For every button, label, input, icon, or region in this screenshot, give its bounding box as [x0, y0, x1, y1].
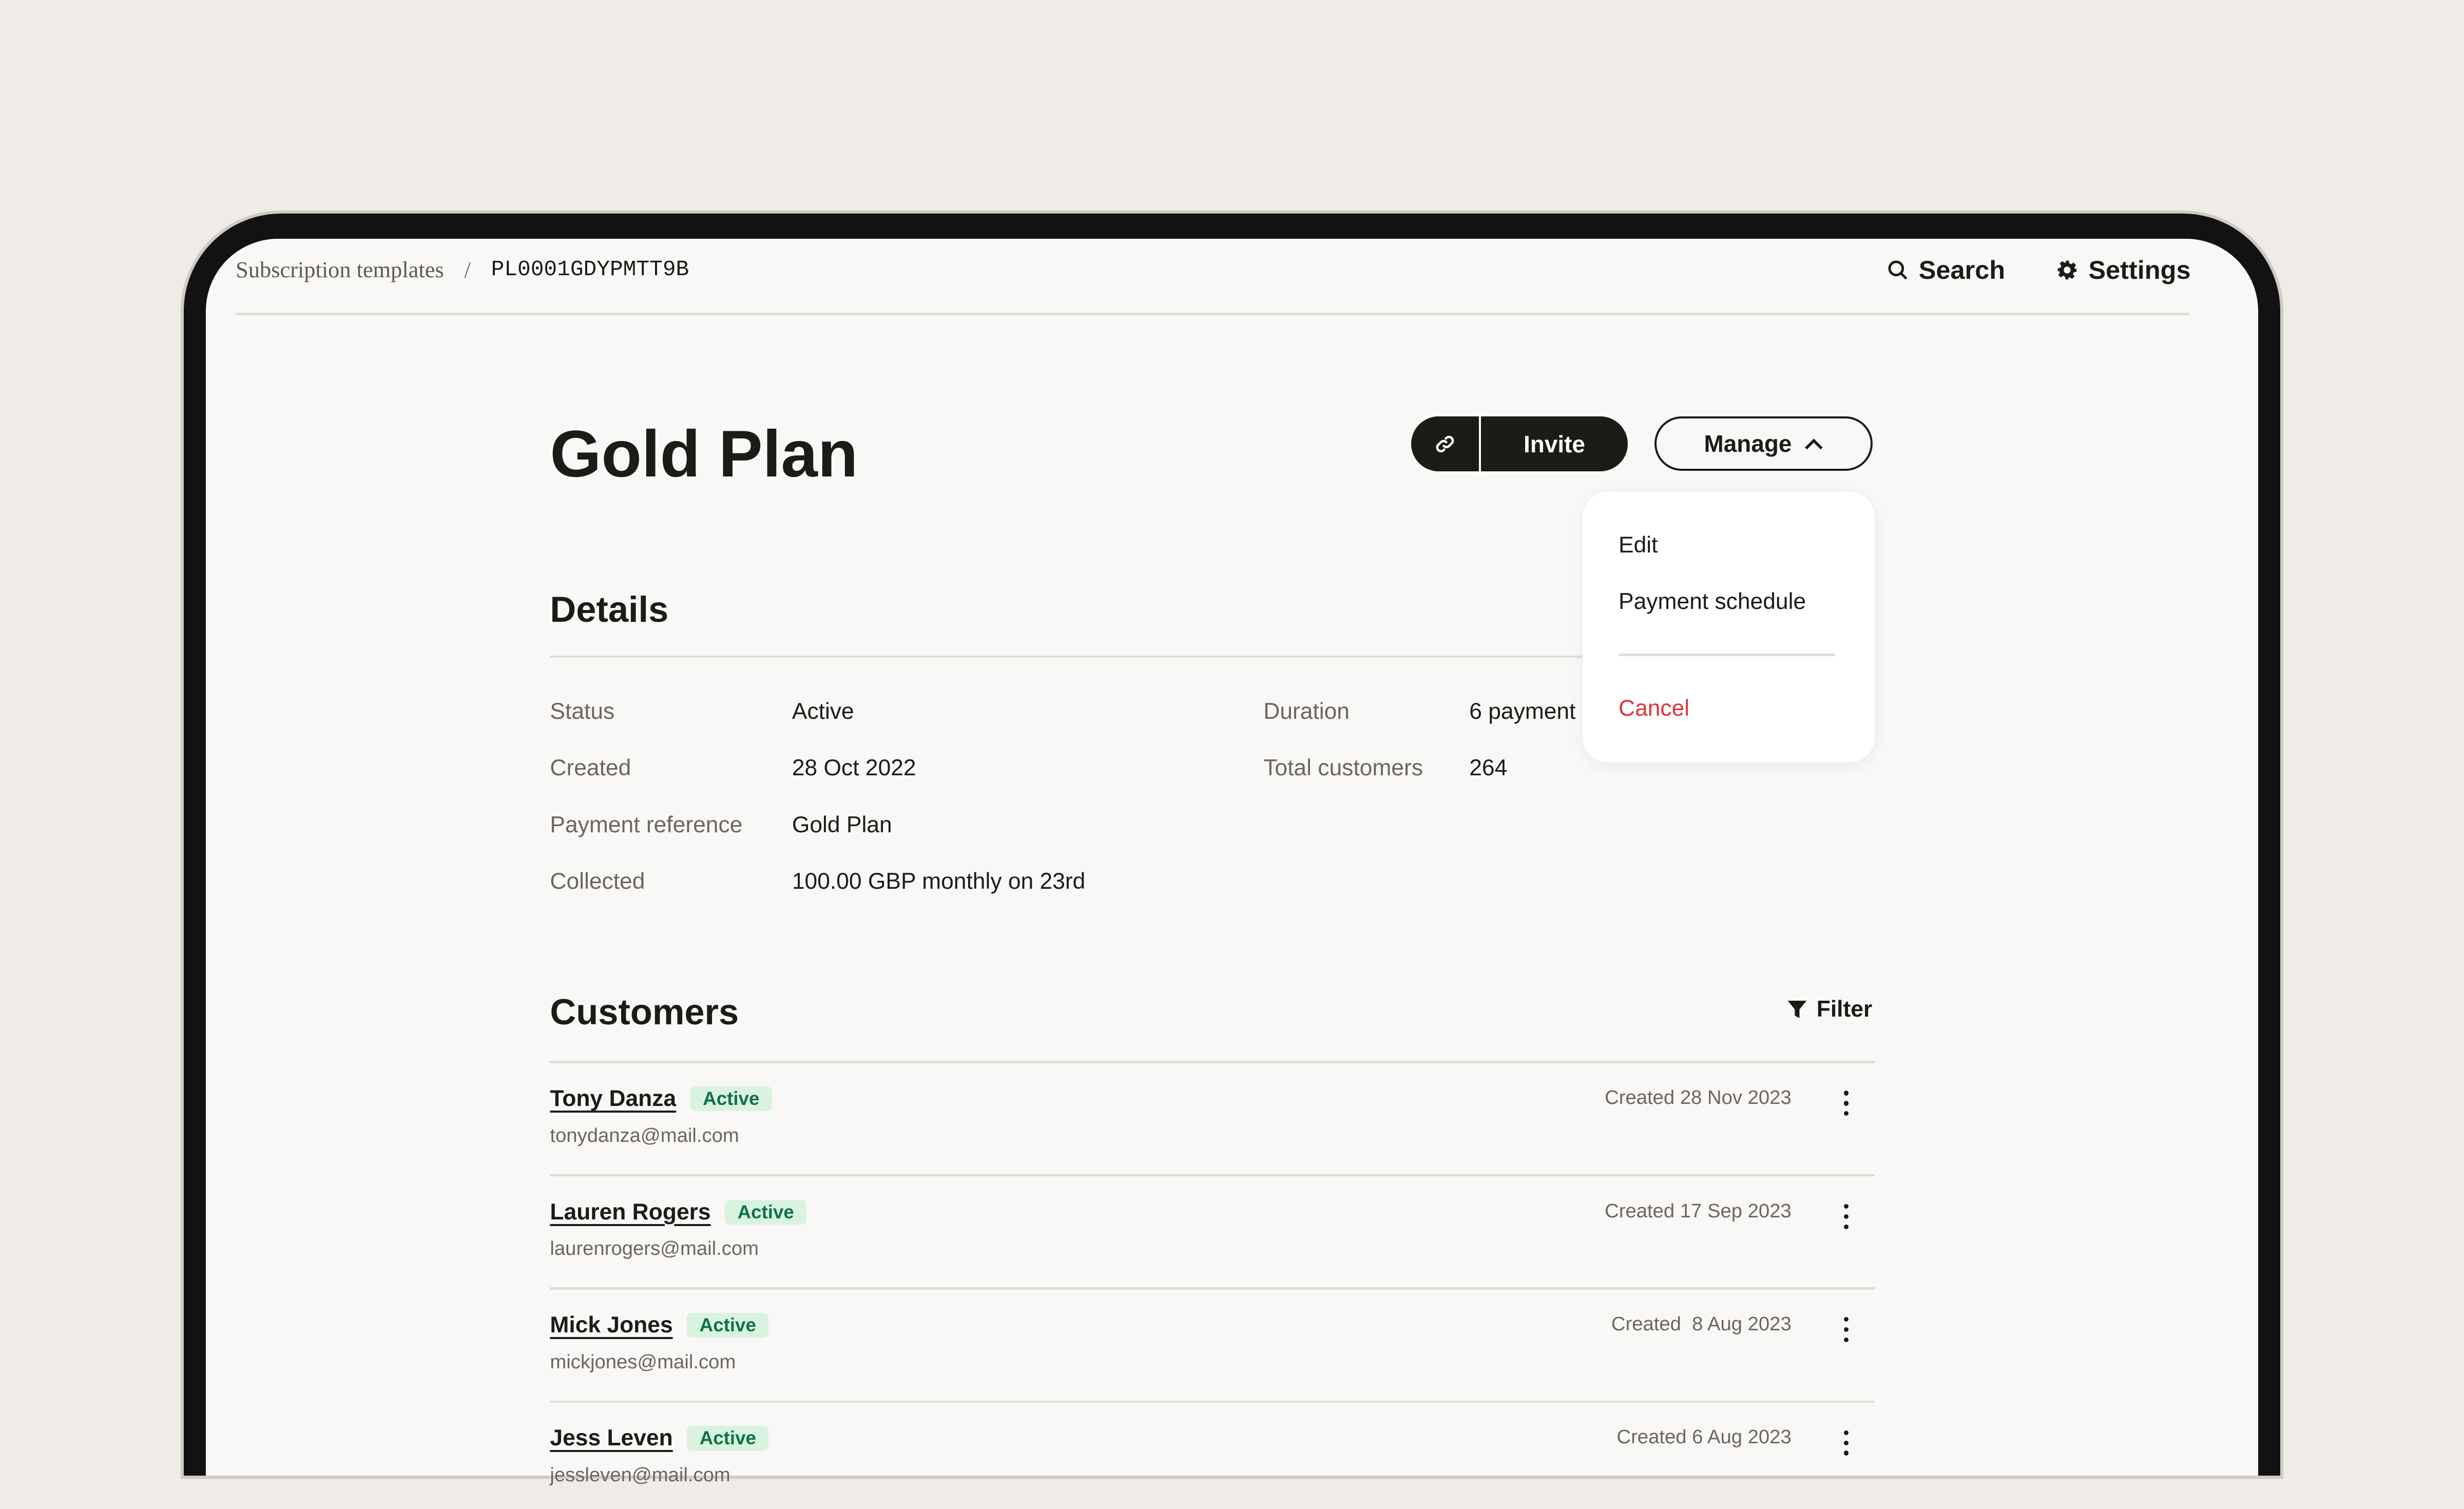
customer-row: Tony Danza Active tonydanza@mail.com Create…: [550, 1083, 1875, 1177]
chevron-up-icon: [1805, 438, 1823, 450]
customer-name-link[interactable]: Jess Leven: [550, 1425, 673, 1451]
customer-row: Mick Jones Active mickjones@mail.com Create…: [550, 1309, 1875, 1403]
customer-email: laurenrogers@mail.com: [550, 1237, 759, 1260]
payment-reference-label: Payment reference: [550, 812, 743, 837]
breadcrumb-separator: /: [464, 256, 471, 282]
details-heading: Details: [550, 588, 669, 629]
filter-button[interactable]: Filter: [1787, 996, 1873, 1022]
total-customers-label: Total customers: [1263, 755, 1423, 781]
duration-value: 6 payment: [1469, 699, 1576, 724]
search-label: Search: [1918, 255, 2006, 284]
customer-name-link[interactable]: Mick Jones: [550, 1312, 673, 1338]
collected-value: 100.00 GBP monthly on 23rd: [792, 868, 1086, 894]
customers-heading: Customers: [550, 991, 739, 1032]
row-divider: [550, 1287, 1875, 1290]
copy-link-button[interactable]: [1411, 416, 1481, 472]
search-button[interactable]: Search: [1888, 255, 2006, 285]
customers-divider: [550, 1061, 1875, 1063]
customer-name-link[interactable]: Lauren Rogers: [550, 1199, 711, 1225]
status-badge: Active: [725, 1199, 807, 1225]
breadcrumb-current: PL0001GDYPMTT9B: [491, 257, 689, 282]
row-more-options-icon[interactable]: [1839, 1091, 1855, 1116]
invite-button[interactable]: Invite: [1524, 430, 1585, 457]
row-divider: [550, 1174, 1875, 1177]
customer-email: jessleven@mail.com: [550, 1464, 730, 1486]
menu-item-payment-schedule[interactable]: Payment schedule: [1619, 588, 1806, 614]
details-divider: [550, 655, 1875, 658]
status-label: Status: [550, 699, 615, 724]
customer-created-date: Created 28 Nov 2023: [1605, 1086, 1792, 1109]
total-customers-value: 264: [1469, 755, 1508, 781]
manage-dropdown-button[interactable]: Manage: [1654, 416, 1873, 471]
customer-name-link[interactable]: Tony Danza: [550, 1086, 677, 1112]
search-icon: [1888, 260, 1907, 279]
breadcrumb: Subscription templates / PL0001GDYPMTT9B: [236, 256, 689, 283]
manage-menu: Edit Payment schedule Cancel: [1582, 492, 1875, 762]
collected-label: Collected: [550, 868, 645, 894]
duration-label: Duration: [1263, 699, 1350, 724]
payment-reference-value: Gold Plan: [792, 812, 892, 837]
customer-created-date: Created 6 Aug 2023: [1616, 1426, 1792, 1448]
menu-divider: [1619, 654, 1836, 657]
page-title: Gold Plan: [550, 417, 858, 491]
customer-email: tonydanza@mail.com: [550, 1124, 739, 1147]
row-more-options-icon[interactable]: [1839, 1430, 1855, 1456]
customer-created-date: Created 8 Aug 2023: [1611, 1313, 1792, 1335]
settings-button[interactable]: Settings: [2057, 255, 2191, 285]
status-badge: Active: [687, 1313, 769, 1338]
filter-label: Filter: [1816, 996, 1873, 1022]
customer-row: Lauren Rogers Active laurenrogers@mail.com…: [550, 1196, 1875, 1290]
menu-item-cancel[interactable]: Cancel: [1619, 696, 1690, 721]
link-icon: [1436, 435, 1454, 452]
filter-icon: [1787, 1000, 1806, 1018]
status-badge: Active: [690, 1086, 772, 1112]
header-divider: [236, 313, 2189, 315]
settings-label: Settings: [2088, 255, 2191, 284]
created-value: 28 Oct 2022: [792, 755, 916, 781]
gear-icon: [2057, 260, 2077, 279]
row-divider: [550, 1400, 1875, 1403]
app-screen: [206, 239, 2258, 1476]
customer-email: mickjones@mail.com: [550, 1350, 736, 1373]
row-more-options-icon[interactable]: [1839, 1317, 1855, 1343]
customer-row: Jess Leven Active jessleven@mail.com Create…: [550, 1422, 1875, 1508]
created-label: Created: [550, 755, 631, 781]
status-value: Active: [792, 699, 854, 724]
customer-created-date: Created 17 Sep 2023: [1605, 1199, 1792, 1222]
manage-label: Manage: [1704, 430, 1792, 457]
row-more-options-icon[interactable]: [1839, 1204, 1855, 1229]
menu-item-edit[interactable]: Edit: [1619, 532, 1658, 558]
invite-button-group: Invite: [1411, 416, 1628, 472]
breadcrumb-parent-link[interactable]: Subscription templates: [236, 256, 444, 282]
status-badge: Active: [687, 1426, 769, 1451]
